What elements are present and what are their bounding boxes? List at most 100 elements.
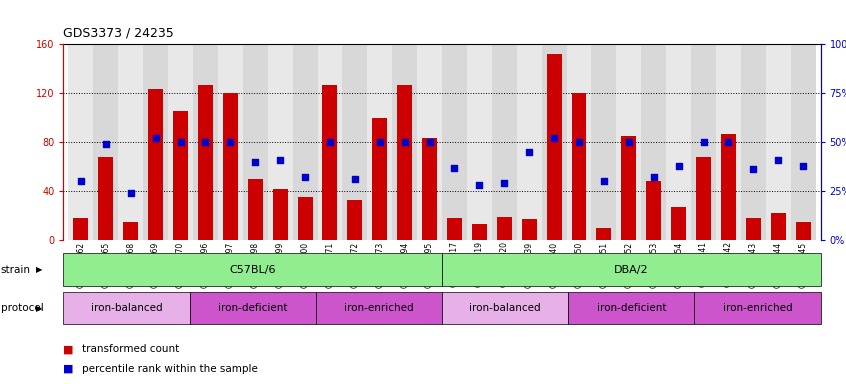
Bar: [617, 44, 641, 240]
Text: strain: strain: [1, 265, 30, 275]
Bar: [218, 44, 243, 240]
Bar: [193, 44, 218, 240]
Text: GDS3373 / 24235: GDS3373 / 24235: [63, 27, 174, 40]
Bar: [316, 292, 442, 324]
Point: [173, 139, 187, 145]
Bar: [721, 134, 736, 240]
Bar: [168, 44, 193, 240]
Bar: [646, 181, 662, 240]
Bar: [796, 222, 810, 240]
Bar: [472, 224, 486, 240]
Bar: [243, 44, 267, 240]
Point: [722, 139, 735, 145]
Bar: [93, 44, 118, 240]
Text: transformed count: transformed count: [82, 344, 179, 354]
Point: [572, 139, 585, 145]
Text: ■: ■: [63, 364, 74, 374]
Bar: [569, 292, 695, 324]
Point: [124, 190, 137, 196]
Text: iron-deficient: iron-deficient: [218, 303, 288, 313]
Bar: [766, 44, 791, 240]
Point: [647, 174, 661, 180]
Point: [249, 159, 262, 165]
Bar: [267, 44, 293, 240]
Text: ■: ■: [63, 344, 74, 354]
Bar: [541, 44, 567, 240]
Point: [772, 157, 785, 163]
Bar: [666, 44, 691, 240]
Point: [523, 149, 536, 155]
Bar: [771, 213, 786, 240]
Text: DBA/2: DBA/2: [614, 265, 649, 275]
Bar: [248, 179, 263, 240]
Point: [223, 139, 237, 145]
Point: [273, 157, 287, 163]
Bar: [98, 157, 113, 240]
Point: [323, 139, 337, 145]
Bar: [497, 217, 512, 240]
Bar: [173, 111, 188, 240]
Text: ▶: ▶: [36, 304, 43, 313]
Bar: [716, 44, 741, 240]
Bar: [641, 44, 666, 240]
Text: iron-enriched: iron-enriched: [722, 303, 793, 313]
Bar: [671, 207, 686, 240]
Bar: [317, 44, 343, 240]
Point: [423, 139, 437, 145]
Bar: [272, 189, 288, 240]
Bar: [148, 89, 163, 240]
Bar: [522, 219, 536, 240]
Point: [348, 176, 361, 182]
Bar: [63, 292, 190, 324]
Bar: [547, 54, 562, 240]
Point: [99, 141, 113, 147]
Point: [199, 139, 212, 145]
Bar: [492, 44, 517, 240]
Point: [672, 162, 685, 169]
Bar: [442, 44, 467, 240]
Point: [473, 182, 486, 188]
Bar: [417, 44, 442, 240]
Bar: [442, 292, 569, 324]
Bar: [343, 44, 367, 240]
Bar: [69, 44, 93, 240]
Bar: [322, 84, 338, 240]
Point: [149, 135, 162, 141]
Point: [796, 162, 810, 169]
Point: [622, 139, 635, 145]
Point: [747, 166, 761, 172]
Bar: [442, 253, 821, 286]
Text: percentile rank within the sample: percentile rank within the sample: [82, 364, 258, 374]
Point: [373, 139, 387, 145]
Bar: [143, 44, 168, 240]
Point: [398, 139, 411, 145]
Text: iron-balanced: iron-balanced: [91, 303, 162, 313]
Bar: [517, 44, 541, 240]
Bar: [741, 44, 766, 240]
Bar: [372, 118, 387, 240]
Bar: [467, 44, 492, 240]
Bar: [695, 292, 821, 324]
Bar: [567, 44, 591, 240]
Text: iron-deficient: iron-deficient: [596, 303, 666, 313]
Bar: [118, 44, 143, 240]
Bar: [222, 93, 238, 240]
Text: iron-balanced: iron-balanced: [470, 303, 541, 313]
Point: [547, 135, 561, 141]
Bar: [621, 136, 636, 240]
Bar: [293, 44, 317, 240]
Point: [497, 180, 511, 186]
Text: protocol: protocol: [1, 303, 44, 313]
Point: [597, 178, 611, 184]
Bar: [696, 157, 711, 240]
Bar: [367, 44, 393, 240]
Bar: [572, 93, 586, 240]
Text: ▶: ▶: [36, 265, 43, 274]
Bar: [124, 222, 138, 240]
Bar: [198, 84, 213, 240]
Bar: [393, 44, 417, 240]
Point: [448, 164, 461, 170]
Text: C57BL/6: C57BL/6: [229, 265, 276, 275]
Bar: [398, 84, 412, 240]
Bar: [447, 218, 462, 240]
